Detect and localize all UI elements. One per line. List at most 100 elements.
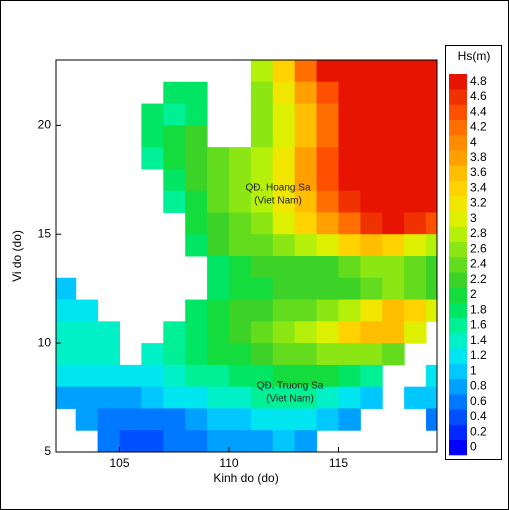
cell xyxy=(228,364,252,388)
cell xyxy=(141,364,164,388)
cell xyxy=(338,321,361,344)
colorbar-swatch xyxy=(449,211,467,227)
cell xyxy=(316,147,339,170)
cell xyxy=(207,321,230,344)
cell xyxy=(360,277,383,301)
cell xyxy=(316,81,339,105)
cell xyxy=(272,212,296,235)
cell xyxy=(404,60,427,83)
colorbar-swatch xyxy=(449,272,467,288)
cell xyxy=(272,343,296,366)
cell xyxy=(228,256,252,279)
colorbar-label: 2.4 xyxy=(470,257,487,271)
cell xyxy=(404,168,427,192)
cell xyxy=(294,147,318,170)
cell xyxy=(250,408,274,431)
cell xyxy=(338,408,361,431)
cell xyxy=(404,81,427,105)
colorbar-label: 0 xyxy=(470,440,477,454)
cell xyxy=(207,147,230,170)
cell xyxy=(382,212,405,235)
cell xyxy=(250,168,274,192)
cell xyxy=(272,190,296,213)
cell xyxy=(382,256,405,279)
cell xyxy=(316,277,339,301)
cell xyxy=(272,321,296,344)
y-tick-label: 5 xyxy=(44,444,51,458)
annotation: (Viet Nam) xyxy=(266,394,314,405)
colorbar-swatch xyxy=(449,134,467,151)
cell xyxy=(228,277,252,301)
cell xyxy=(426,277,437,301)
cell xyxy=(426,299,437,322)
colorbar-label: 3.8 xyxy=(470,150,487,164)
cell xyxy=(316,168,339,192)
cell xyxy=(338,81,361,105)
cell xyxy=(185,299,208,322)
y-axis-label: Vi do (do) xyxy=(10,230,24,282)
annotation: QĐ. Hoang Sa xyxy=(245,183,310,194)
cell xyxy=(75,299,99,322)
cell xyxy=(207,343,230,366)
colorbar-label: 2.2 xyxy=(470,272,487,286)
cell xyxy=(272,60,296,83)
colorbar-swatch xyxy=(449,424,467,441)
cell xyxy=(338,168,361,192)
cell xyxy=(163,147,186,170)
cell xyxy=(316,343,339,366)
colorbar-label: 3.4 xyxy=(470,180,487,194)
cell xyxy=(338,212,361,235)
cell xyxy=(338,103,361,126)
cell xyxy=(228,299,252,322)
colorbar-label: 4.2 xyxy=(470,120,487,134)
cell xyxy=(338,60,361,83)
cell xyxy=(207,190,230,213)
cell xyxy=(207,364,230,388)
cell xyxy=(404,321,427,344)
colorbar-swatch xyxy=(449,241,467,258)
cell xyxy=(426,81,437,105)
cell xyxy=(294,277,318,301)
cell xyxy=(141,103,164,126)
cell xyxy=(316,256,339,279)
cell xyxy=(382,168,405,192)
cell xyxy=(316,190,339,213)
cell xyxy=(426,234,437,257)
cell xyxy=(338,364,361,388)
colorbar-label: 0.6 xyxy=(470,394,487,408)
colorbar-label: 0.2 xyxy=(470,424,487,438)
cell xyxy=(404,103,427,126)
cell xyxy=(185,364,208,388)
cell xyxy=(207,277,230,301)
cell xyxy=(272,103,296,126)
colorbar-swatch xyxy=(449,394,467,410)
cell xyxy=(250,256,274,279)
cell xyxy=(185,321,208,344)
cell xyxy=(250,147,274,170)
colorbar-label: 1.4 xyxy=(470,333,487,347)
cell xyxy=(294,190,318,213)
cell xyxy=(272,256,296,279)
cell xyxy=(119,408,142,431)
cell xyxy=(97,364,120,388)
cell xyxy=(338,190,361,213)
cell xyxy=(338,386,361,409)
cell xyxy=(316,408,339,431)
cell xyxy=(294,430,318,452)
cell xyxy=(316,321,339,344)
cell xyxy=(272,234,296,257)
cell xyxy=(294,168,318,192)
cell xyxy=(338,343,361,366)
annotation: (Viet Nam) xyxy=(254,196,302,207)
cell xyxy=(185,430,208,452)
cell xyxy=(163,125,186,148)
y-tick-label: 10 xyxy=(38,335,52,349)
y-tick-label: 20 xyxy=(38,118,52,132)
cell xyxy=(360,343,383,366)
cell xyxy=(294,81,318,105)
cell xyxy=(163,430,186,452)
cell xyxy=(272,147,296,170)
colorbar-swatch xyxy=(449,333,467,349)
colorbar-label: 4.8 xyxy=(470,74,487,88)
